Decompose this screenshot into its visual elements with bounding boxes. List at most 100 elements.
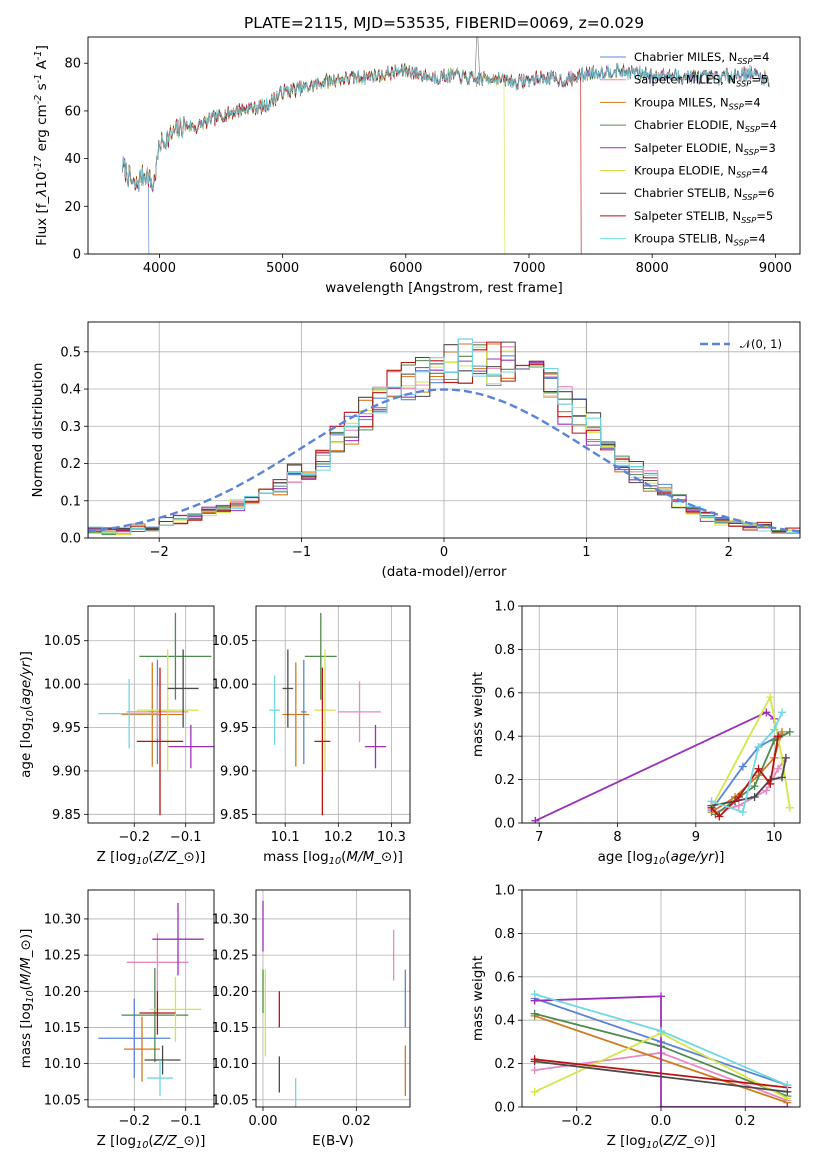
y-tick-label: 10.25 [44, 949, 81, 964]
weight-marker-kroupa-stelib [530, 990, 539, 999]
x-tick-label: −1 [292, 545, 311, 560]
y-tick-label: 0.6 [494, 686, 515, 701]
x-tick-label: 10.1 [271, 830, 300, 845]
y-tick-label: 0 [73, 248, 81, 263]
y-axis-label: mass weight [470, 672, 486, 757]
y-tick-label: 0.0 [60, 532, 81, 547]
plot-area [269, 612, 387, 816]
y-axis-label: mass weight [470, 956, 486, 1041]
y-tick-label: 10.05 [44, 634, 81, 649]
weight-marker-kroupa-stelib [783, 1081, 792, 1090]
weight-line-salpeter-stelib [710, 736, 779, 818]
legend-label-chabrier-elodie: Chabrier ELODIE, NSSP=4 [634, 118, 777, 134]
residual-histogram-panel: −2 −1 0 1 2 0.0 0.1 0.2 0.3 0.4 0.5 (data-model)/er… [30, 321, 801, 580]
x-tick-label: 0.00 [249, 1114, 278, 1129]
legend-label-chabrier-miles: Chabrier MILES, NSSP=4 [634, 50, 769, 66]
axes-frame [521, 889, 801, 1108]
x-tick-label: −2 [150, 545, 169, 560]
weight-line-salpeter-stelib [534, 1058, 788, 1089]
x-tick-label: 7 [535, 830, 543, 845]
y-tick-label: 1.0 [494, 600, 515, 615]
legend-label-chabrier-stelib: Chabrier STELIB, NSSP=6 [634, 186, 774, 202]
spectrum-line-salpeter-stelib [122, 65, 582, 254]
x-axis-label: Z [log10(Z/Z_⊙)] [97, 849, 206, 867]
x-tick-label: 8 [613, 830, 621, 845]
y-tick-label: 10.00 [212, 678, 249, 693]
x-tick-label: 1 [582, 545, 590, 560]
legend-label-kroupa-elodie: Kroupa ELODIE, NSSP=4 [634, 164, 768, 180]
y-tick-label: 9.95 [220, 721, 249, 736]
y-axis-label: age [log10(age/yr)] [18, 651, 36, 778]
y-tick-label: 0.8 [494, 643, 515, 658]
spectrum-line-kroupa-elodie [122, 64, 506, 254]
y-tick-label: 0.8 [494, 927, 515, 942]
x-tick-label: 0.0 [651, 1114, 672, 1129]
weight-marker-kroupa-stelib [657, 1027, 665, 1036]
x-axis-label: wavelength [Angstrom, rest frame] [325, 280, 563, 296]
y-tick-label: 9.85 [220, 808, 249, 823]
weight-marker-kroupa-miles [777, 727, 786, 736]
x-tick-label: 5000 [266, 261, 299, 276]
x-tick-label: 9 [692, 830, 700, 845]
weight-marker-salpeter-miles [762, 786, 771, 795]
x-tick-label: 0.02 [342, 1114, 371, 1129]
x-axis-label: (data-model)/error [381, 564, 507, 580]
y-tick-label: 60 [64, 104, 81, 119]
x-tick-label: 10.3 [377, 830, 406, 845]
figure-title: PLATE=2115, MJD=53535, FIBERID=0069, z=0… [244, 14, 644, 32]
y-tick-label: 0.4 [60, 383, 81, 398]
spectrum-panel: 4000 5000 6000 7000 8000 9000 0 20 40 60 80 wavelen… [33, 36, 801, 296]
y-tick-label: 10.25 [212, 949, 249, 964]
y-tick-label: 10.30 [212, 912, 249, 927]
y-tick-label: 0.5 [60, 345, 81, 360]
y-tick-label: 40 [64, 152, 81, 167]
spectrum-legend: Chabrier MILES, NSSP=4 Salpeter MILES, NS… [600, 50, 777, 248]
x-tick-label: −0.2 [118, 1114, 150, 1129]
age-vs-metallicity-panel: −0.2 −0.1 9.85 9.90 9.95 10.00 10.05 Z [log10(Z… [18, 605, 215, 867]
weight-marker-salpeter-stelib [774, 732, 783, 741]
weight-marker-chabrier-stelib [750, 792, 759, 801]
x-tick-label: 4000 [143, 261, 176, 276]
x-tick-label: −0.2 [118, 830, 150, 845]
spectrum-spike [474, 37, 481, 83]
x-axis-label: mass [log10(M/M_⊙)] [263, 849, 403, 867]
weight-vs-age-panel: 7 8 9 10 0.0 0.2 0.4 0.6 0.8 1.0 age [log10(age/yr… [470, 600, 801, 867]
weight-marker-salpeter-elodie [657, 1103, 665, 1107]
weight-marker-salpeter-stelib [734, 792, 743, 801]
weight-marker-salpeter-elodie [762, 708, 771, 717]
x-axis-label: Z [log10(Z/Z_⊙)] [97, 1133, 206, 1151]
weight-marker-salpeter-elodie [783, 1103, 792, 1107]
legend-label-kroupa-miles: Kroupa MILES, NSSP=4 [634, 95, 761, 111]
weight-marker-chabrier-stelib [781, 753, 790, 762]
y-tick-label: 10.20 [44, 985, 81, 1000]
axes-frame [255, 605, 411, 824]
weight-line-kroupa-elodie [710, 694, 791, 809]
legend-label-salpeter-stelib: Salpeter STELIB, NSSP=5 [634, 209, 773, 225]
plot-area [262, 900, 406, 1107]
x-tick-label: 9000 [759, 261, 792, 276]
x-tick-label: 8000 [636, 261, 669, 276]
y-tick-label: 10.05 [212, 1093, 249, 1108]
weight-marker-kroupa-elodie [785, 803, 794, 812]
plot-area [531, 693, 794, 823]
axes-frame [87, 605, 215, 824]
y-tick-label: 10.15 [212, 1021, 249, 1036]
legend-label-kroupa-stelib: Kroupa STELIB, NSSP=4 [634, 232, 766, 248]
y-tick-label: 9.85 [52, 808, 81, 823]
weight-marker-chabrier-elodie [750, 782, 759, 791]
weight-line-salpeter-miles [715, 757, 787, 813]
x-tick-label: 2 [725, 545, 733, 560]
plot-area [122, 37, 770, 254]
y-tick-label: 0.1 [60, 494, 81, 509]
weight-marker-chabrier-stelib [777, 773, 786, 782]
weight-marker-salpeter-stelib [766, 779, 775, 788]
weight-marker-salpeter-miles [734, 801, 743, 810]
spectrum-line-kroupa-stelib [122, 63, 770, 191]
y-tick-label: 1.0 [494, 884, 515, 899]
y-axis-label: mass [log10(M/M_⊙)] [18, 929, 36, 1069]
y-tick-label: 0.0 [494, 1101, 515, 1116]
plot-area [98, 903, 204, 1097]
legend-label-salpeter-elodie: Salpeter ELODIE, NSSP=3 [634, 141, 776, 157]
age-vs-mass-panel: 10.1 10.2 10.3 9.85 9.90 9.95 10.00 10.05 mass [… [212, 605, 411, 867]
